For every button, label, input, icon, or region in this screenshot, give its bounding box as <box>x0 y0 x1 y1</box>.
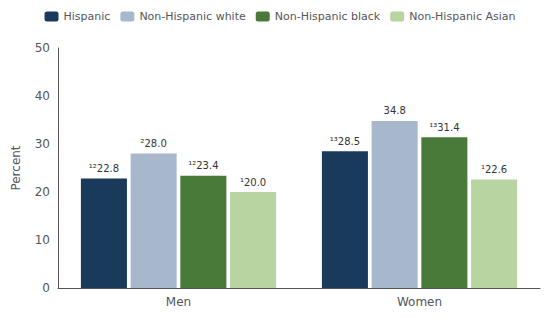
svg-text:40: 40 <box>35 89 50 103</box>
svg-text:30: 30 <box>35 137 50 151</box>
svg-text:¹³28.5: ¹³28.5 <box>330 136 360 147</box>
svg-text:Men: Men <box>166 295 191 309</box>
svg-text:20: 20 <box>35 185 50 199</box>
svg-text:Non-Hispanic Asian: Non-Hispanic Asian <box>409 10 515 23</box>
svg-text:¹³31.4: ¹³31.4 <box>429 122 459 133</box>
svg-text:Non-Hispanic white: Non-Hispanic white <box>139 10 246 23</box>
svg-text:34.8: 34.8 <box>384 105 406 116</box>
svg-text:¹22.6: ¹22.6 <box>481 164 507 175</box>
svg-text:Percent: Percent <box>9 145 23 190</box>
svg-text:¹²22.8: ¹²22.8 <box>89 163 119 174</box>
svg-text:50: 50 <box>35 41 50 55</box>
svg-text:Hispanic: Hispanic <box>64 10 111 23</box>
svg-text:0: 0 <box>42 281 50 295</box>
svg-text:Women: Women <box>397 295 442 309</box>
svg-text:10: 10 <box>35 233 50 247</box>
svg-text:²28.0: ²28.0 <box>140 138 166 149</box>
svg-text:¹²23.4: ¹²23.4 <box>188 160 218 171</box>
svg-text:¹20.0: ¹20.0 <box>240 177 266 188</box>
svg-text:Non-Hispanic black: Non-Hispanic black <box>275 10 381 23</box>
